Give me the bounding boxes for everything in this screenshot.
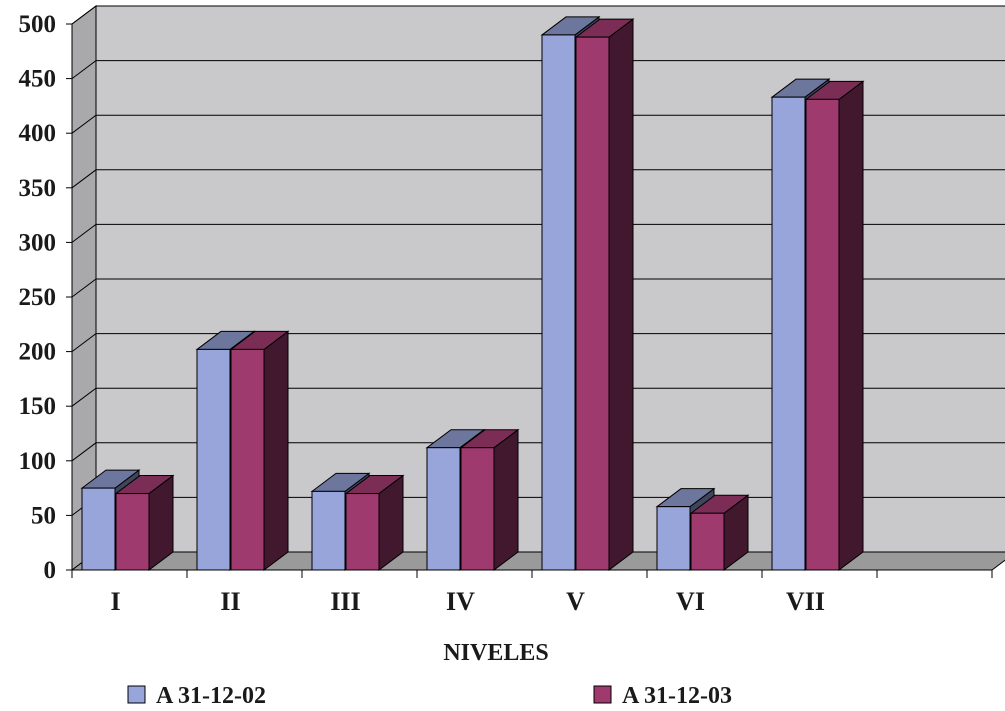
gridline (71, 60, 1005, 79)
bar-front (805, 98, 840, 571)
bar-front (230, 348, 265, 571)
legend-item-1: A 31-12-02 (127, 683, 266, 709)
legend-swatch (127, 685, 146, 704)
gridline (71, 5, 1005, 25)
x-tick-labels: I II III IV V VI VII (110, 587, 825, 616)
bar-front (311, 490, 346, 571)
y-tick-labels: 0 50 100 150 200 250 300 350 400 450 500 (19, 11, 57, 584)
gridline (71, 442, 1005, 462)
bar-front (196, 348, 231, 571)
y-tick-label: 300 (19, 229, 57, 256)
y-tick-label: 150 (19, 393, 57, 420)
x-tick-label: V (566, 587, 585, 616)
x-tick-label: IV (446, 587, 475, 616)
bar-front (575, 36, 610, 571)
bar-front (426, 447, 461, 571)
legend-label: A 31-12-03 (622, 683, 732, 709)
gridline (71, 169, 1005, 189)
bar-2-VI (689, 494, 750, 571)
legend-swatch (593, 685, 612, 704)
bar-front (541, 34, 576, 571)
y-tick-label: 200 (19, 339, 57, 366)
bar-2-IV (459, 428, 520, 571)
y-tick-label: 0 (44, 557, 57, 584)
x-tick-label: III (330, 587, 360, 616)
y-tick-label: 100 (19, 448, 57, 475)
bars (80, 15, 865, 571)
x-axis-title: NIVELES (443, 640, 548, 666)
bar-2-I (114, 474, 175, 571)
axes (66, 23, 993, 578)
y-tick-label: 50 (31, 502, 56, 529)
bar-front (345, 493, 380, 571)
y-tick-label: 450 (19, 66, 57, 93)
bar-front (690, 512, 725, 571)
gridline (71, 114, 1005, 134)
gridline (71, 387, 1005, 407)
gridlines (71, 5, 1005, 516)
bar-side (608, 18, 634, 571)
bar-side (838, 80, 864, 571)
gridline (71, 223, 1005, 243)
x-tick-label: VI (676, 587, 705, 616)
gridline (71, 278, 1005, 298)
bar-2-II (229, 330, 290, 571)
y-tick-label: 500 (19, 11, 57, 38)
x-tick-label: I (110, 587, 120, 616)
legend: A 31-12-02 A 31-12-03 (127, 683, 732, 709)
bar-front (115, 493, 150, 571)
bar-side (493, 428, 519, 571)
bar-side (263, 330, 289, 571)
bar-2-VII (804, 80, 865, 571)
bar-front (460, 447, 495, 571)
y-tick-label: 400 (19, 120, 57, 147)
gridline (71, 333, 1005, 353)
legend-item-2: A 31-12-03 (593, 683, 732, 709)
bar-front (771, 96, 806, 571)
bar-2-III (344, 474, 405, 571)
bar-front (656, 506, 691, 571)
bar-2-V (574, 18, 635, 571)
bar-front (81, 487, 116, 571)
y-tick-label: 350 (19, 175, 57, 202)
legend-label: A 31-12-02 (156, 683, 266, 709)
y-tick-label: 250 (19, 284, 57, 311)
x-tick-label: VII (786, 587, 825, 616)
x-tick-label: II (220, 587, 240, 616)
